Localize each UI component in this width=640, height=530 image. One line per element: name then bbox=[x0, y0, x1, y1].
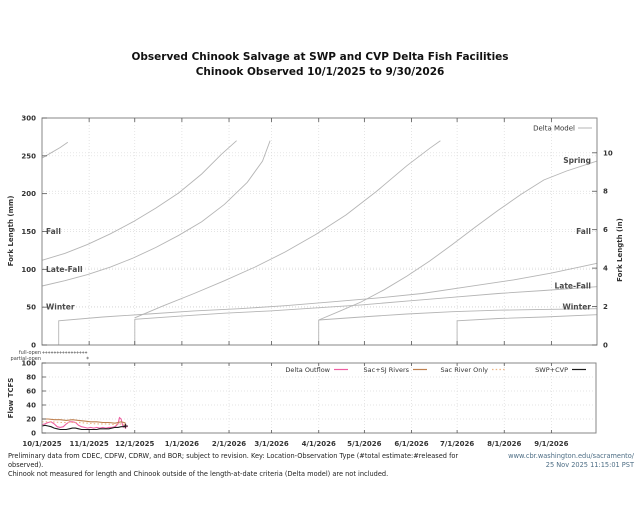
y-tick-label-in: 0 bbox=[603, 342, 608, 350]
flow-legend-label-3: Sac River Only bbox=[440, 366, 488, 374]
x-tick-label: 9/1/2026 bbox=[534, 440, 568, 448]
delta-model-curve-lower-boundary-apr1 bbox=[318, 308, 598, 321]
race-label-left-fall: Fall bbox=[46, 227, 61, 236]
y-axis-label-mm: Fork Length (mm) bbox=[7, 196, 15, 267]
y-tick-label-mm: 0 bbox=[31, 342, 36, 350]
gate-full-open-marker bbox=[50, 351, 54, 354]
y-tick-label-mm: 300 bbox=[21, 115, 36, 123]
flow-y-tick-label: 80 bbox=[26, 374, 36, 382]
footer-note-line2: Chinook not measured for length and Chin… bbox=[8, 470, 389, 478]
y-tick-label-in: 2 bbox=[603, 303, 608, 311]
y-tick-label-in: 10 bbox=[603, 149, 613, 157]
x-tick-label: 5/1/2026 bbox=[347, 440, 381, 448]
race-label-right-late-fall: Late-Fall bbox=[554, 281, 591, 290]
flow-series-sac-river-only bbox=[42, 421, 126, 426]
delta-model-legend-label: Delta Model bbox=[533, 125, 575, 133]
race-label-left-winter: Winter bbox=[46, 303, 75, 312]
flow-legend-label-4: SWP+CVP bbox=[535, 366, 568, 374]
race-label-left-late-fall: Late-Fall bbox=[46, 265, 83, 274]
y-tick-label-mm: 250 bbox=[21, 152, 36, 160]
flow-y-tick-label: 0 bbox=[31, 430, 36, 438]
gate-full-open-marker bbox=[65, 351, 68, 354]
flow-y-tick-label: 60 bbox=[26, 388, 36, 396]
gate-full-open-label: full-open bbox=[19, 350, 41, 356]
x-tick-label: 12/1/2025 bbox=[115, 440, 154, 448]
race-label-right-winter: Winter bbox=[562, 303, 591, 312]
gate-partial-open-label: partial-open bbox=[11, 356, 41, 362]
gate-full-open-marker bbox=[53, 351, 56, 354]
delta-model-curve-lower-boundary-oct12 bbox=[58, 262, 598, 345]
flow-y-tick-label: 20 bbox=[26, 416, 36, 424]
gate-full-open-marker bbox=[84, 351, 88, 354]
gate-full-open-marker bbox=[76, 351, 79, 354]
timestamp: 25 Nov 2025 11:15:01 PST bbox=[545, 461, 634, 469]
gate-full-open-marker bbox=[45, 351, 48, 354]
flow-series-delta-outflow bbox=[41, 416, 127, 429]
title-block: Observed Chinook Salvage at SWP and CVP … bbox=[0, 50, 640, 80]
y-tick-label-mm: 100 bbox=[21, 266, 36, 274]
flow-series-sac-sj-rivers bbox=[42, 418, 126, 424]
gate-full-open-marker bbox=[70, 351, 74, 354]
flow-y-tick-label: 40 bbox=[26, 402, 36, 410]
delta-model-curve-lower-boundary-dec1 bbox=[134, 286, 598, 345]
delta-model-curve-steep-boundary-dec1 bbox=[134, 140, 441, 319]
y-tick-label-mm: 50 bbox=[26, 304, 36, 312]
flow-series-end-marker bbox=[123, 423, 128, 429]
x-tick-label: 4/1/2026 bbox=[302, 440, 336, 448]
gate-partial-open-marker bbox=[86, 356, 89, 360]
footer-note-line1: Preliminary data from CDEC, CDFW, CDRW, … bbox=[8, 452, 459, 469]
x-tick-label: 7/1/2026 bbox=[440, 440, 474, 448]
delta-model-curve-upper-boundary-a bbox=[41, 140, 237, 261]
y-axis-label-in: Fork Length (in) bbox=[616, 218, 624, 282]
y-tick-label-in: 6 bbox=[603, 226, 608, 234]
y-tick-label-mm: 200 bbox=[21, 190, 36, 198]
gate-full-open-marker bbox=[48, 351, 51, 354]
gate-full-open-marker bbox=[59, 351, 62, 354]
gate-full-open-marker bbox=[62, 351, 65, 354]
chart-title: Observed Chinook Salvage at SWP and CVP … bbox=[131, 51, 509, 63]
y-tick-label-in: 4 bbox=[603, 265, 608, 273]
delta-model-curve-lower-boundary-jul1 bbox=[456, 314, 598, 345]
flow-y-axis-label: Flow TCFS bbox=[7, 378, 15, 419]
gate-full-open-marker bbox=[82, 351, 85, 354]
chart-subtitle: Chinook Observed 10/1/2025 to 9/30/2026 bbox=[195, 66, 445, 78]
delta-model-curve-spring-boundary-apr1 bbox=[318, 160, 598, 345]
gate-full-open-marker bbox=[67, 351, 71, 354]
x-tick-label: 2/1/2026 bbox=[212, 440, 246, 448]
race-label-right-fall: Fall bbox=[576, 227, 591, 236]
race-label-right-spring: Spring bbox=[563, 156, 591, 165]
x-tick-label: 1/1/2026 bbox=[165, 440, 199, 448]
x-tick-label: 11/1/2025 bbox=[70, 440, 109, 448]
x-tick-label: 10/1/2025 bbox=[22, 440, 61, 448]
flow-legend-label-2: Sac+SJ Rivers bbox=[364, 366, 410, 374]
flow-series-swp-cvp bbox=[41, 424, 126, 431]
footer-notes: Preliminary data from CDEC, CDFW, CDRW, … bbox=[8, 452, 478, 479]
chinook-salvage-chart: 0501001502002503000246810FallLate-FallWi… bbox=[7, 115, 624, 449]
x-tick-label: 6/1/2026 bbox=[394, 440, 428, 448]
x-tick-label: 3/1/2026 bbox=[254, 440, 288, 448]
y-tick-label-in: 8 bbox=[603, 188, 608, 196]
x-tick-label: 8/1/2026 bbox=[487, 440, 521, 448]
flow-legend-label-1: Delta Outflow bbox=[285, 366, 330, 374]
source-url: www.cbr.washington.edu/sacramento/ bbox=[508, 452, 634, 460]
gate-full-open-marker bbox=[73, 351, 76, 354]
y-tick-label-mm: 150 bbox=[21, 228, 36, 236]
gate-full-open-marker bbox=[42, 351, 45, 354]
flow-y-tick-label: 100 bbox=[21, 360, 36, 368]
gate-full-open-marker bbox=[56, 351, 59, 354]
footer-source: www.cbr.washington.edu/sacramento/ 25 No… bbox=[508, 452, 634, 470]
gate-full-open-marker bbox=[79, 351, 82, 354]
delta-model-curve-upper-boundary-b bbox=[41, 140, 271, 287]
